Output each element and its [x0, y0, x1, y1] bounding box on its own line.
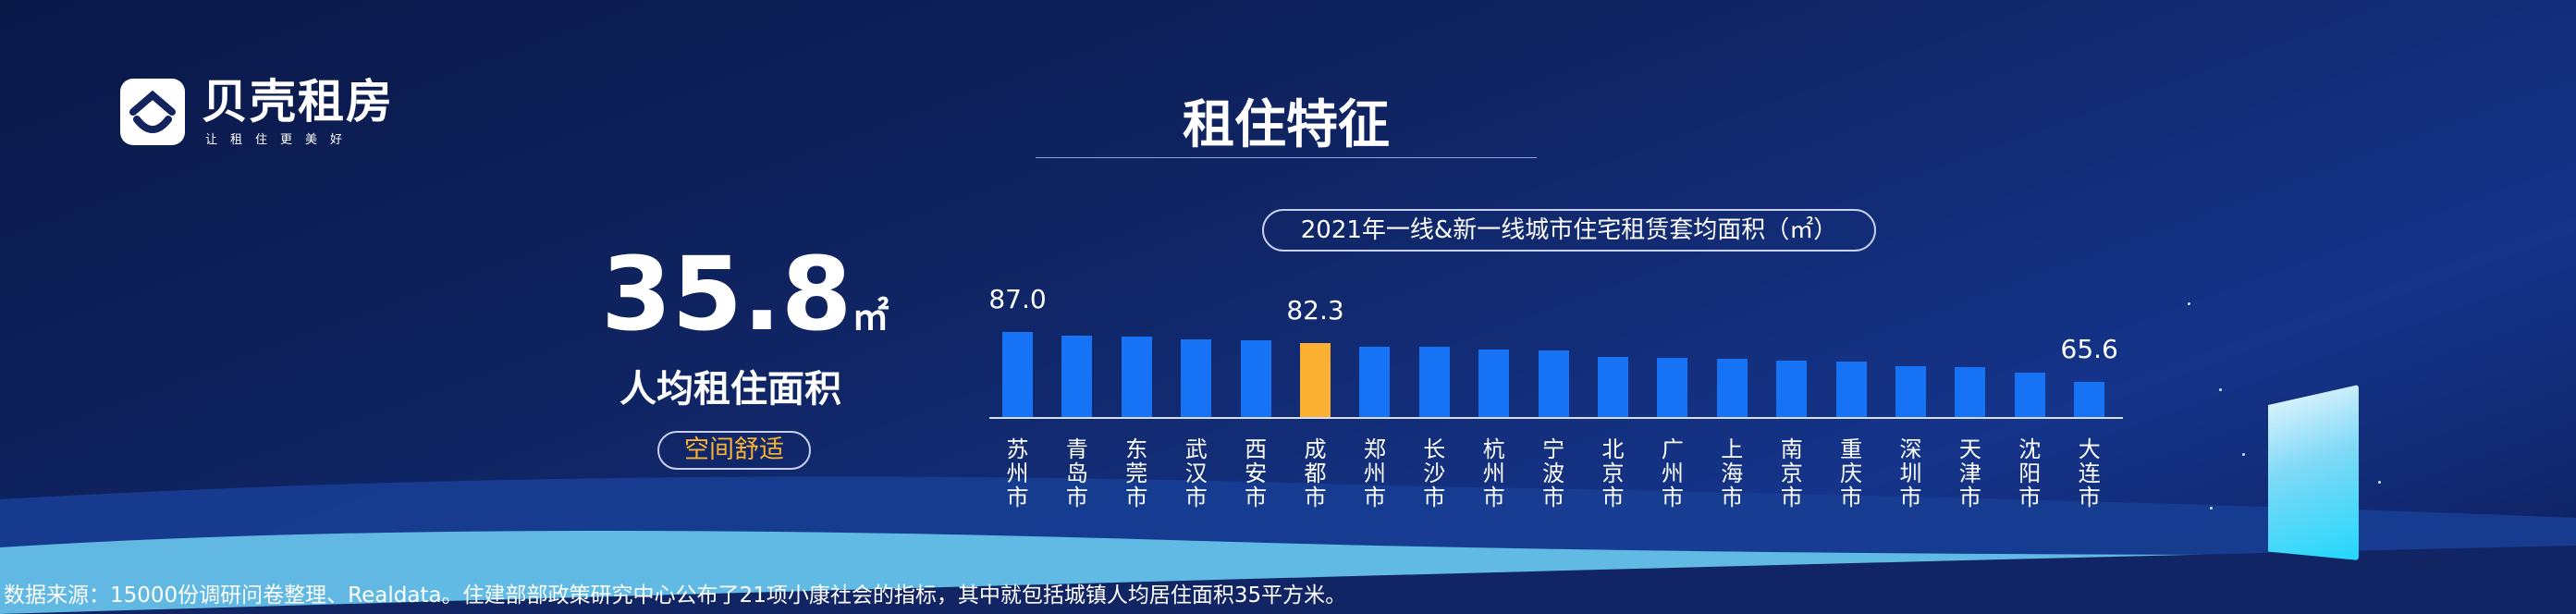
bar-青岛市 — [1061, 336, 1093, 417]
bar-南京市 — [1776, 361, 1808, 417]
category-label: 深圳市 — [1899, 436, 1922, 510]
bar-沈阳市 — [2014, 373, 2045, 417]
category-label: 西安市 — [1245, 436, 1268, 510]
bar-成都市 — [1300, 342, 1331, 417]
category-label: 大连市 — [2078, 436, 2101, 510]
highlight-stat: 35.8㎡ — [601, 239, 889, 373]
data-label: 82.3 — [1286, 294, 1344, 325]
bar-杭州市 — [1478, 350, 1510, 417]
category-label: 郑州市 — [1363, 436, 1386, 510]
logo-icon — [120, 79, 185, 145]
x-axis-line — [989, 417, 2124, 419]
data-label: 65.6 — [2060, 334, 2118, 365]
bar-重庆市 — [1835, 362, 1867, 417]
bar-武汉市 — [1181, 339, 1212, 417]
bar-宁波市 — [1538, 350, 1569, 417]
bar-广州市 — [1657, 358, 1688, 417]
category-label: 宁波市 — [1542, 436, 1565, 510]
category-label: 青岛市 — [1065, 436, 1088, 510]
category-label: 上海市 — [1721, 436, 1744, 510]
stat-value: 35.8 — [601, 235, 853, 353]
bar-天津市 — [1955, 367, 1986, 417]
door-illustration — [2268, 385, 2359, 560]
category-label: 东莞市 — [1125, 436, 1148, 510]
bar-北京市 — [1598, 357, 1628, 417]
category-label: 广州市 — [1661, 436, 1684, 510]
bar-苏州市 — [1002, 332, 1033, 417]
bar-郑州市 — [1359, 347, 1391, 417]
stat-label: 人均租住面积 — [619, 368, 841, 411]
category-label: 天津市 — [1958, 436, 1981, 510]
star-decoration — [2219, 388, 2222, 391]
page-title: 租住特征 — [1183, 95, 1390, 155]
category-label: 北京市 — [1601, 436, 1625, 510]
category-label: 沈阳市 — [2018, 436, 2042, 510]
stat-tag: 空间舒适 — [657, 431, 811, 470]
source-note: 数据来源：15000份调研问卷整理、Realdata。住建部部政策研究中心公布了… — [4, 583, 1347, 608]
title-divider — [1036, 157, 1537, 158]
star-decoration — [2210, 507, 2213, 510]
bar-东莞市 — [1121, 337, 1152, 417]
stat-unit: ㎡ — [852, 296, 889, 338]
category-label: 南京市 — [1780, 436, 1803, 510]
logo-name: 贝壳租房 — [202, 75, 394, 129]
star-decoration — [2378, 481, 2381, 484]
bar-深圳市 — [1895, 366, 1926, 417]
category-label: 长沙市 — [1423, 436, 1446, 510]
category-label: 武汉市 — [1184, 436, 1208, 510]
star-decoration — [2275, 425, 2277, 428]
logo-slogan: 让租住更美好 — [205, 133, 356, 147]
data-label: 87.0 — [988, 284, 1047, 314]
category-label: 成都市 — [1304, 436, 1327, 510]
category-label: 苏州市 — [1006, 436, 1029, 510]
star-decoration — [2188, 302, 2190, 305]
category-label: 杭州市 — [1482, 436, 1505, 510]
bar-西安市 — [1240, 340, 1271, 417]
bar-大连市 — [2074, 382, 2105, 417]
chart-title: 2021年一线&新一线城市住宅租赁套均面积（㎡） — [1262, 209, 1876, 252]
category-label: 重庆市 — [1840, 436, 1863, 510]
bar-长沙市 — [1418, 347, 1450, 417]
bar-上海市 — [1716, 359, 1748, 417]
bar-chart: 87.0 苏州市 青岛市 东莞市 武汉市 西安市 82.3 成都市 郑州市 长沙市 杭州市 宁波市 北京… — [980, 277, 2127, 518]
star-decoration — [2242, 453, 2245, 456]
